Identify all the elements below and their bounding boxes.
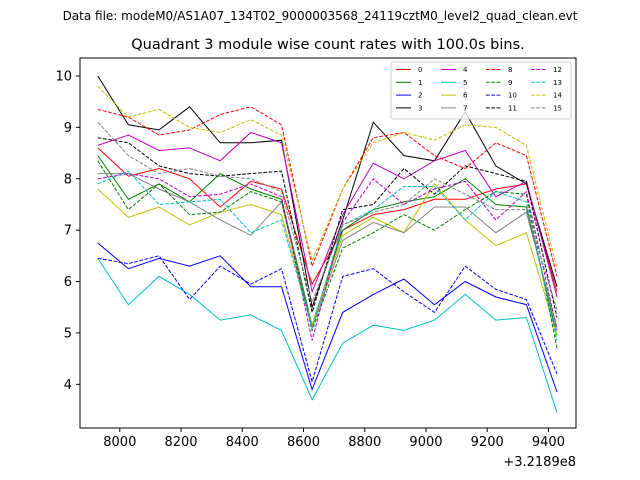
suptitle: Data file: modeM0/AS1A07_134T02_90000035… — [63, 9, 578, 23]
series-line-10 — [97, 255, 558, 384]
axes-frame — [79, 57, 577, 429]
y-tick-label: 7 — [64, 224, 72, 239]
series-line-14 — [97, 85, 558, 269]
x-tick-label: 9200 — [471, 435, 504, 450]
y-tick-label: 9 — [64, 121, 72, 136]
legend-label-7: 7 — [463, 104, 467, 112]
legend-label-5: 5 — [463, 79, 467, 87]
series-line-11 — [97, 137, 558, 318]
plot-area: 8000 8200 8400 8600 8800 9000 9200 9400 4 5 6 7 8 9 1… — [55, 57, 577, 470]
series-line-15 — [97, 121, 558, 310]
x-tick-label: 9400 — [532, 435, 565, 450]
legend-label-13: 13 — [553, 79, 562, 87]
series-line-9 — [97, 160, 558, 349]
legend-label-6: 6 — [463, 92, 468, 100]
legend-label-10: 10 — [508, 92, 517, 100]
x-tick-label: 8200 — [164, 435, 197, 450]
y-tick-label: 6 — [64, 275, 72, 290]
legend-label-14: 14 — [553, 92, 562, 100]
x-tick-label: 8000 — [103, 435, 136, 450]
series-line-12 — [97, 173, 558, 341]
x-tick-label: 8400 — [226, 435, 259, 450]
series-line-2 — [97, 242, 558, 393]
x-tick-label: 8600 — [287, 435, 320, 450]
legend-label-0: 0 — [418, 66, 422, 74]
x-offset-label: +3.2189e8 — [503, 455, 576, 470]
legend-label-12: 12 — [553, 66, 562, 74]
x-tick-label: 8800 — [348, 435, 381, 450]
legend-label-11: 11 — [508, 104, 517, 112]
series-line-4 — [97, 131, 558, 298]
y-tick-label: 10 — [55, 69, 72, 84]
series-line-5 — [97, 258, 558, 413]
y-tick-label: 8 — [64, 172, 72, 187]
x-axis: 8000 8200 8400 8600 8800 9000 9200 9400 — [103, 428, 565, 450]
legend-label-9: 9 — [508, 79, 512, 87]
series-line-13 — [97, 170, 558, 341]
y-axis: 4 5 6 7 8 9 10 — [55, 69, 80, 393]
series-group — [97, 75, 558, 413]
series-line-7 — [97, 173, 558, 330]
legend-label-3: 3 — [418, 104, 422, 112]
legend-label-4: 4 — [463, 66, 468, 74]
legend-label-15: 15 — [553, 104, 562, 112]
legend-label-8: 8 — [508, 66, 512, 74]
series-line-0 — [97, 147, 558, 292]
x-tick-label: 9000 — [409, 435, 442, 450]
y-tick-label: 5 — [64, 326, 72, 341]
legend-label-2: 2 — [418, 92, 422, 100]
series-line-8 — [97, 106, 558, 277]
chart-title: Quadrant 3 module wise count rates with … — [131, 37, 525, 53]
legend-label-1: 1 — [418, 79, 422, 87]
legend-box — [390, 61, 572, 120]
y-tick-label: 4 — [64, 378, 72, 393]
